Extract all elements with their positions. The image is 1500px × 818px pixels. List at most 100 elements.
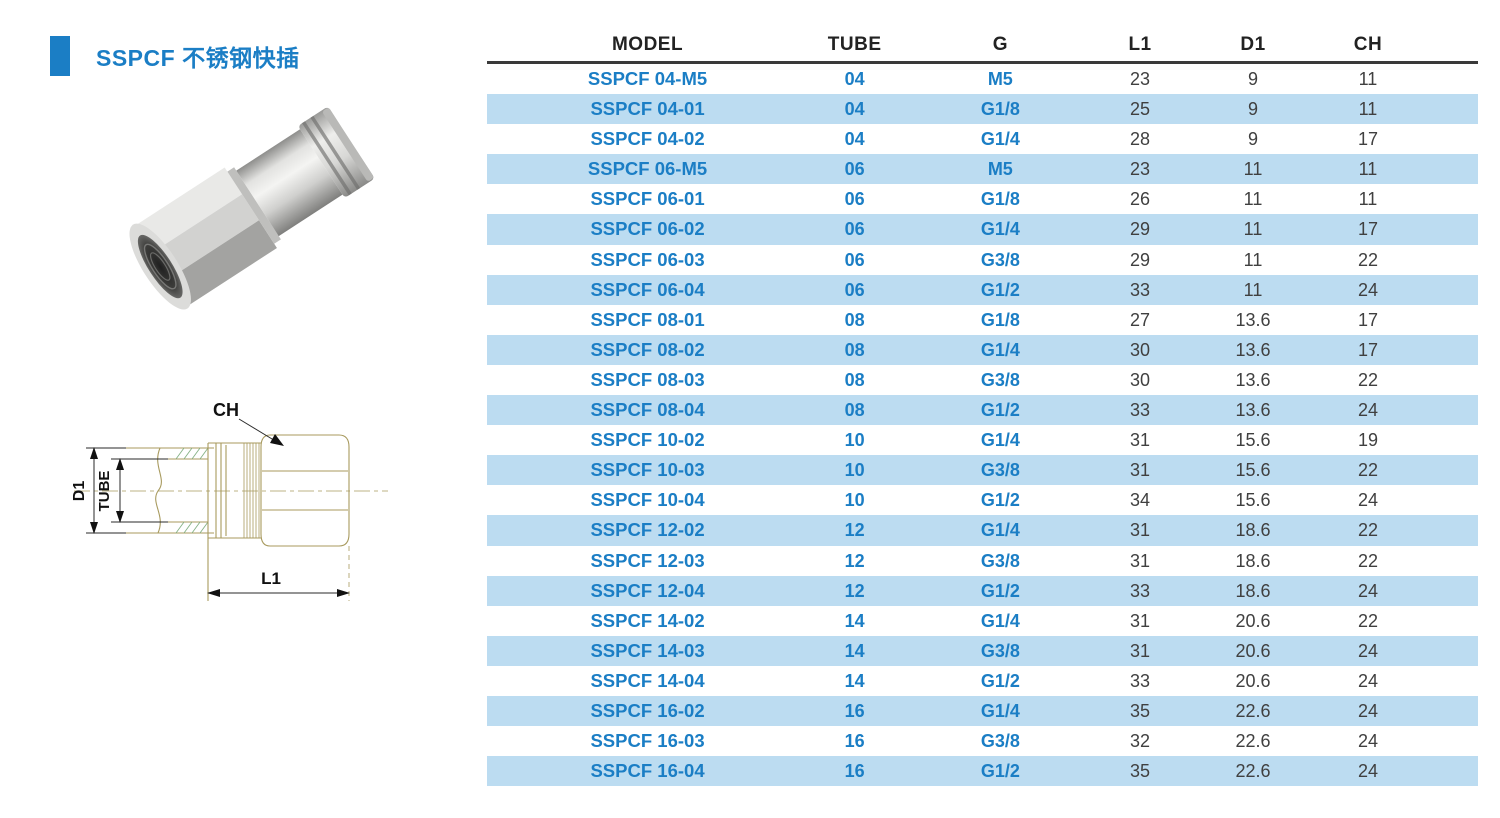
cell-l1: 33	[1130, 400, 1151, 421]
cell-l1: 34	[1130, 490, 1151, 511]
cell-g: G1/4	[980, 219, 1020, 240]
table-row: SSPCF 14-04 14 G1/2 33 20.6 24	[487, 666, 1478, 696]
title-accent-bar	[50, 36, 70, 76]
title-block: SSPCF 不锈钢快插	[50, 36, 300, 76]
cell-spacer	[1411, 485, 1478, 515]
cell-l1: 31	[1130, 520, 1151, 541]
cell-spacer	[1411, 546, 1478, 576]
cell-spacer	[1411, 756, 1478, 786]
cell-g: M5	[987, 159, 1013, 180]
cell-spacer	[1411, 365, 1478, 395]
cell-g: G1/2	[980, 580, 1020, 601]
column-header-g: G	[901, 28, 1100, 64]
cell-g: G1/8	[980, 309, 1020, 330]
cell-spacer	[1411, 154, 1478, 184]
cell-tube: 08	[844, 369, 865, 390]
cell-d1: 18.6	[1235, 580, 1271, 601]
cell-spacer	[1411, 305, 1478, 335]
cell-spacer	[1411, 275, 1478, 305]
cell-ch: 17	[1357, 339, 1378, 360]
cell-g: G1/2	[980, 490, 1020, 511]
cell-d1: 11	[1243, 189, 1263, 210]
cell-model: SSPCF 04-M5	[587, 68, 708, 89]
table-row: SSPCF 08-03 08 G3/8 30 13.6 22	[487, 365, 1478, 395]
cell-l1: 33	[1130, 580, 1151, 601]
cell-l1: 26	[1130, 189, 1151, 210]
cell-spacer	[1411, 94, 1478, 124]
cell-d1: 18.6	[1235, 520, 1271, 541]
cell-d1: 11	[1243, 219, 1263, 240]
cell-d1: 13.6	[1235, 369, 1271, 390]
table-row: SSPCF 12-03 12 G3/8 31 18.6 22	[487, 546, 1478, 576]
cell-ch: 22	[1357, 369, 1378, 390]
cell-tube: 16	[844, 731, 865, 752]
cell-tube: 14	[844, 670, 865, 691]
table-row: SSPCF 04-02 04 G1/4 28 9 17	[487, 124, 1478, 154]
cell-tube: 14	[844, 610, 865, 631]
cell-model: SSPCF 06-04	[590, 278, 705, 300]
table-row: SSPCF 10-04 10 G1/2 34 15.6 24	[487, 485, 1478, 515]
table-row: SSPCF 06-03 06 G3/8 29 11 22	[487, 245, 1478, 275]
table-row: SSPCF 16-04 16 G1/2 35 22.6 24	[487, 756, 1478, 787]
cell-g: G1/8	[980, 189, 1020, 210]
cell-d1: 15.6	[1235, 460, 1271, 481]
cell-l1: 31	[1130, 430, 1151, 451]
cell-g: G3/8	[980, 460, 1020, 481]
column-header-d1: D1	[1180, 28, 1326, 64]
cell-d1: 15.6	[1235, 490, 1271, 511]
cell-tube: 06	[844, 279, 865, 300]
cell-d1: 13.6	[1235, 400, 1271, 421]
cell-g: G3/8	[980, 640, 1020, 661]
cell-tube: 04	[844, 69, 865, 89]
fitting-illustration	[129, 107, 374, 310]
cell-ch: 24	[1357, 731, 1378, 752]
cell-model: SSPCF 14-04	[590, 669, 705, 691]
cell-d1: 22.6	[1235, 761, 1271, 782]
table-row: SSPCF 12-04 12 G1/2 33 18.6 24	[487, 575, 1478, 606]
cell-tube: 06	[844, 189, 865, 210]
cell-l1: 31	[1130, 640, 1151, 661]
table-body: SSPCF 04-M5 04 M5 23 9 11 SSPCF 04-01 04 G1/8 25 9…	[487, 63, 1478, 787]
cell-model: SSPCF 16-02	[590, 699, 705, 721]
cell-d1: 13.6	[1235, 309, 1271, 330]
table-row: SSPCF 04-01 04 G1/8 25 9 11	[487, 94, 1478, 125]
cell-g: G1/2	[980, 279, 1020, 300]
cell-d1: 11	[1243, 159, 1263, 180]
table-row: SSPCF 04-M5 04 M5 23 9 11	[487, 63, 1478, 95]
cell-tube: 10	[844, 460, 865, 481]
cell-tube: 12	[844, 550, 865, 571]
cell-l1: 35	[1130, 700, 1151, 721]
cell-d1: 11	[1243, 279, 1263, 300]
table-row: SSPCF 06-01 06 G1/8 26 11 11	[487, 184, 1478, 214]
dimension-drawing: CH D1 TUBE L1	[71, 400, 388, 601]
cell-l1: 35	[1130, 761, 1151, 782]
cell-ch: 24	[1357, 400, 1378, 421]
cell-d1: 18.6	[1235, 550, 1271, 571]
cell-tube: 16	[844, 761, 865, 782]
cell-l1: 25	[1130, 99, 1151, 120]
cell-model: SSPCF 12-03	[590, 549, 705, 571]
cell-l1: 33	[1130, 670, 1151, 691]
cell-l1: 31	[1130, 610, 1151, 631]
table-row: SSPCF 08-02 08 G1/4 30 13.6 17	[487, 334, 1478, 365]
table-row: SSPCF 10-02 10 G1/4 31 15.6 19	[487, 425, 1478, 455]
ch-leader-arrow	[270, 434, 284, 446]
cell-d1: 22.6	[1235, 700, 1271, 721]
cell-ch: 24	[1357, 761, 1378, 782]
table-row: SSPCF 10-03 10 G3/8 31 15.6 22	[487, 455, 1478, 486]
cell-tube: 06	[844, 249, 865, 270]
column-header-spacer	[1410, 28, 1478, 64]
table-row: SSPCF 06-02 06 G1/4 29 11 17	[487, 214, 1478, 245]
cell-spacer	[1411, 606, 1478, 636]
cell-l1: 27	[1130, 309, 1151, 330]
cell-tube: 16	[844, 700, 865, 721]
cell-ch: 17	[1357, 309, 1378, 330]
cell-d1: 11	[1243, 249, 1263, 270]
page-title: SSPCF 不锈钢快插	[96, 45, 300, 71]
cell-ch: 24	[1357, 640, 1378, 661]
table-row: SSPCF 16-03 16 G3/8 32 22.6 24	[487, 726, 1478, 756]
cell-ch: 17	[1357, 219, 1378, 240]
cell-g: G1/4	[980, 610, 1020, 631]
cell-model: SSPCF 04-02	[590, 128, 705, 150]
cell-model: SSPCF 08-01	[590, 308, 705, 330]
